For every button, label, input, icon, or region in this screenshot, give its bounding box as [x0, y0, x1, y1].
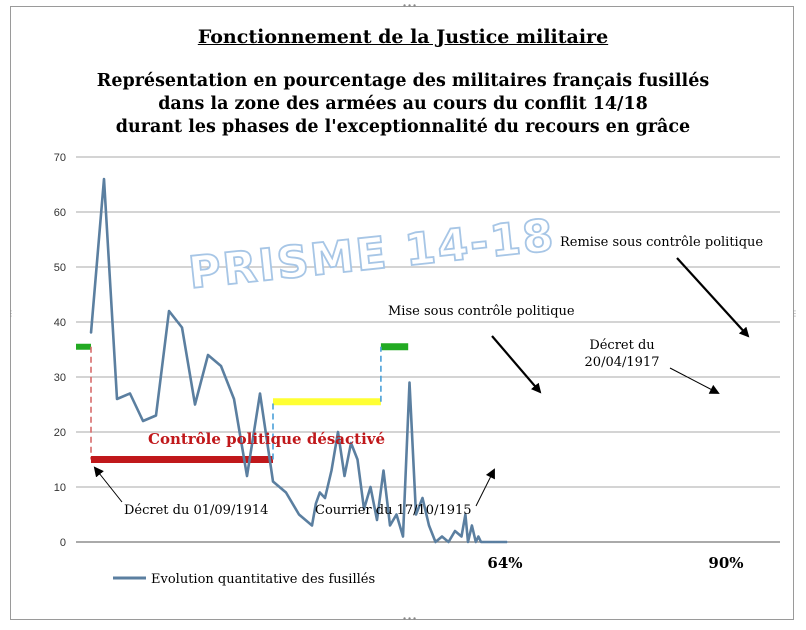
data-point — [490, 541, 493, 543]
data-point — [480, 541, 482, 543]
data-point — [181, 326, 183, 329]
data-point — [482, 541, 485, 543]
resize-handle-right[interactable]: ⋮ — [791, 309, 799, 318]
data-point — [506, 541, 508, 543]
y-tick-label: 30 — [54, 372, 66, 384]
data-point — [363, 508, 365, 510]
data-point — [395, 513, 398, 516]
label-decret-1914: Décret du 01/09/1914 — [124, 503, 268, 518]
data-point — [285, 491, 287, 494]
subtitle-line-2: dans la zone des armées au cours du conf… — [158, 94, 648, 114]
data-point — [311, 524, 313, 527]
arrow-decret-1914 — [93, 466, 123, 503]
data-point — [350, 442, 352, 444]
data-point — [382, 469, 385, 472]
data-point — [337, 431, 339, 433]
data-point — [318, 491, 321, 494]
subtitle-line-3: durant les phases de l'exceptionnalité d… — [115, 117, 691, 137]
label-decret-1917-line2: 20/04/1917 — [585, 355, 660, 370]
axis-marker-2: 90% — [708, 554, 743, 572]
data-point — [477, 535, 480, 538]
data-point — [447, 541, 450, 543]
data-point — [207, 354, 209, 356]
data-point — [428, 524, 430, 527]
subtitle-line-1: Représentation en pourcentage des milita… — [96, 71, 710, 91]
label-remise-sous-controle: Remise sous contrôle politique — [560, 235, 763, 250]
data-point — [168, 310, 170, 312]
data-point — [467, 541, 469, 543]
data-point — [155, 414, 157, 417]
data-point — [464, 513, 467, 516]
y-tick-label: 0 — [60, 537, 66, 549]
resize-handle-left[interactable]: ⋮ — [7, 309, 15, 318]
data-point — [142, 420, 144, 422]
data-point — [330, 469, 333, 472]
data-point — [246, 475, 248, 477]
data-point — [343, 475, 346, 477]
data-point — [376, 519, 378, 521]
data-point — [493, 541, 495, 543]
y-tick-label: 10 — [54, 482, 66, 494]
data-point — [116, 398, 118, 400]
data-point — [460, 535, 463, 538]
label-decret-1917-line1: Décret du — [589, 338, 654, 353]
data-point — [272, 480, 274, 483]
data-point — [315, 502, 317, 505]
chart-border — [10, 6, 794, 620]
data-point — [402, 535, 404, 538]
data-point — [503, 541, 506, 543]
data-point — [441, 535, 443, 538]
data-point — [194, 403, 196, 406]
arrow-mise-sous-controle — [491, 335, 542, 394]
label-mise-sous-controle: Mise sous contrôle politique — [388, 304, 575, 319]
data-point — [421, 497, 424, 499]
data-point — [408, 381, 411, 384]
resize-handle-bottom[interactable]: ∙∙∙ — [402, 614, 418, 623]
y-tick-label: 40 — [54, 317, 66, 329]
data-point — [90, 332, 92, 334]
data-point — [495, 541, 498, 543]
data-point — [471, 524, 473, 527]
data-point — [487, 541, 490, 543]
arrow-decret-1917 — [669, 367, 720, 394]
data-point — [474, 541, 477, 543]
y-tick-label: 60 — [54, 207, 66, 219]
data-point — [259, 392, 261, 395]
watermark-text: PRISME 14-18 — [186, 210, 557, 299]
data-point — [500, 541, 503, 543]
resize-handle-top[interactable]: ∙∙∙ — [402, 1, 418, 10]
data-point — [369, 486, 372, 488]
label-courrier-1915: Courrier du 17/10/1915 — [315, 503, 472, 518]
data-point — [468, 535, 471, 538]
arrow-remise-sous-controle — [676, 257, 750, 338]
legend-label: Evolution quantitative des fusillés — [151, 572, 375, 587]
data-point — [485, 541, 488, 543]
page-title: Fonctionnement de la Justice militaire — [197, 26, 609, 48]
label-controle-desactive: Contrôle politique désactivé — [148, 430, 385, 448]
axis-marker-1: 64% — [487, 554, 522, 572]
data-point — [220, 365, 222, 367]
data-point — [356, 458, 359, 461]
data-point — [434, 541, 437, 543]
data-point — [498, 541, 501, 543]
data-point — [103, 178, 105, 180]
data-point — [415, 513, 417, 516]
data-point — [324, 497, 326, 499]
y-tick-label: 50 — [54, 262, 66, 274]
data-point — [389, 524, 391, 527]
data-point — [129, 392, 131, 395]
data-point — [298, 513, 300, 516]
data-point — [454, 530, 456, 532]
data-point — [233, 398, 235, 400]
arrow-courrier-1915 — [475, 468, 495, 507]
y-tick-label: 70 — [54, 152, 66, 164]
y-tick-label: 20 — [54, 427, 66, 439]
